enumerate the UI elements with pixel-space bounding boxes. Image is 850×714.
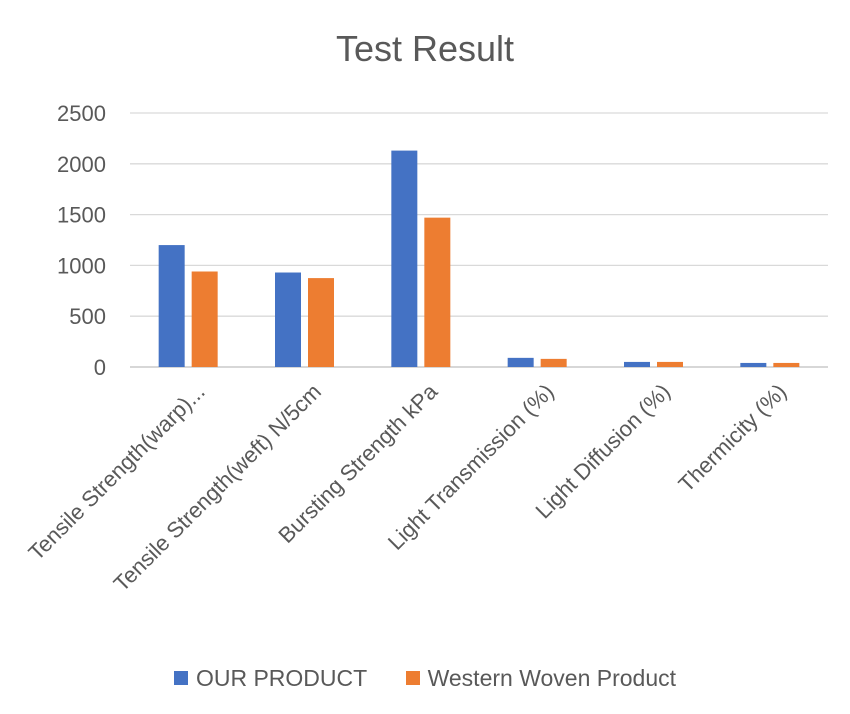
gridlines [130,112,828,368]
bar-series-2-cat-6 [773,362,800,367]
bar-series-2-cat-1 [191,271,218,367]
y-tick-label: 2500 [57,101,106,126]
x-category-label: Thermicity (%) [673,379,791,497]
bar-series-1-cat-3 [391,150,418,367]
legend-item-series-1: OUR PRODUCT [173,664,368,692]
legend-item-series-2: Western Woven Product [405,664,677,692]
bar-series-2-cat-3 [424,217,451,367]
y-axis-tick-labels: 0 500 1000 1500 2000 2500 [57,101,106,380]
chart-title: Test Result [335,28,515,69]
bar-series-1-cat-4 [507,357,534,367]
y-tick-label: 0 [94,355,106,380]
bar-series-1-cat-2 [275,272,301,367]
bar-series-2-cat-4 [540,358,567,367]
bar-series-1-cat-6 [740,362,767,367]
legend-swatch-series-2 [405,671,420,685]
bars [158,150,800,367]
legend-label-series-1: OUR PRODUCT [195,664,368,691]
bar-series-2-cat-2 [308,278,334,367]
y-tick-label: 1000 [57,253,106,278]
y-tick-label: 1500 [57,203,106,228]
legend-label-series-2: Western Woven Product [427,664,677,691]
x-category-label: Tensile Strength(weft) N/5cm [109,379,326,596]
legend: OUR PRODUCT Western Woven Product [0,664,850,692]
bar-series-2-cat-5 [657,361,683,367]
bar-series-1-cat-5 [624,361,650,367]
legend-swatch-series-1 [173,671,188,685]
bar-series-1-cat-1 [158,245,185,367]
y-tick-label: 2000 [57,152,106,177]
x-axis-category-labels: Tensile Strength(warp)...Tensile Strengt… [23,378,791,596]
y-tick-label: 500 [69,304,106,329]
